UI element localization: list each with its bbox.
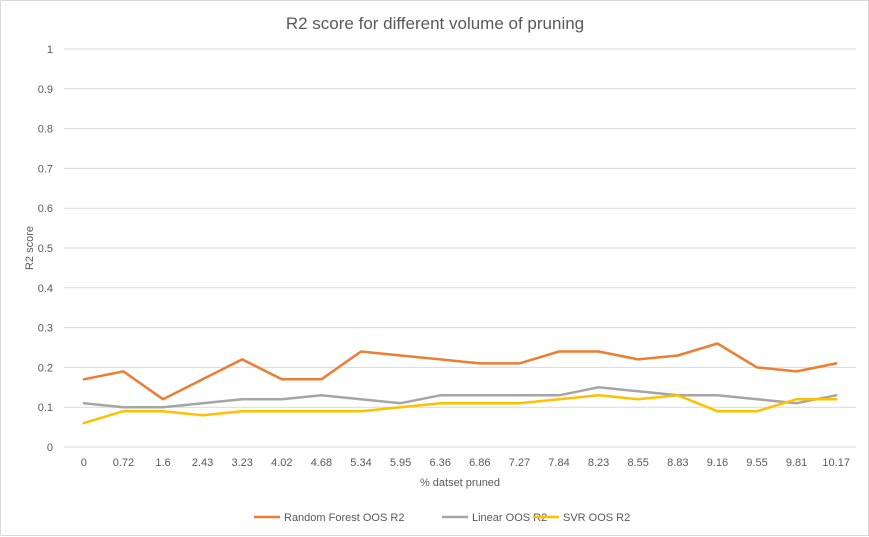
y-tick-label: 0.7 <box>38 163 53 175</box>
x-tick-label: 7.27 <box>509 457 530 469</box>
x-tick-label: 4.68 <box>311 457 332 469</box>
legend-label: SVR OOS R2 <box>563 512 630 524</box>
x-tick-label: 6.86 <box>469 457 490 469</box>
y-tick-label: 1 <box>47 44 53 56</box>
legend-label: Random Forest OOS R2 <box>284 512 404 524</box>
x-tick-label: 9.16 <box>707 457 728 469</box>
y-tick-label: 0.4 <box>38 283 53 295</box>
x-tick-label: 0 <box>81 457 87 469</box>
y-tick-label: 0.9 <box>38 84 53 96</box>
gridlines <box>64 48 856 448</box>
x-tick-label: 7.84 <box>548 457 569 469</box>
y-tick-label: 0 <box>47 442 53 454</box>
x-tick-label: 6.36 <box>429 457 450 469</box>
x-tick-label: 5.34 <box>350 457 371 469</box>
y-tick-label: 0.5 <box>38 243 53 255</box>
x-axis-title: % datset pruned <box>420 477 500 489</box>
legend: Random Forest OOS R2 Linear OOS R2 SVR OOS… <box>254 512 630 524</box>
series-line-3 <box>82 394 838 425</box>
y-tick-label: 0.1 <box>38 402 53 414</box>
series-lines <box>82 342 838 425</box>
x-tick-label: 0.72 <box>113 457 134 469</box>
x-tick-label: 3.23 <box>231 457 252 469</box>
x-tick-label: 9.55 <box>746 457 767 469</box>
x-tick-label: 9.81 <box>786 457 807 469</box>
y-tick-label: 0.6 <box>38 203 53 215</box>
y-tick-label: 0.3 <box>38 323 53 335</box>
y-axis-title: R2 score <box>24 226 36 270</box>
series-line-1 <box>82 342 838 401</box>
x-tick-label: 5.95 <box>390 457 411 469</box>
x-axis-ticks: 0 0.72 1.6 2.43 3.23 4.02 4.68 5.34 5.95 6.36 6.86… <box>81 457 850 469</box>
x-tick-label: 10.17 <box>822 457 850 469</box>
x-tick-label: 8.55 <box>627 457 648 469</box>
y-tick-label: 0.2 <box>38 362 53 374</box>
x-tick-label: 2.43 <box>192 457 213 469</box>
legend-label: Linear OOS R2 <box>472 512 547 524</box>
y-tick-label: 0.8 <box>38 124 53 136</box>
x-tick-label: 8.23 <box>588 457 609 469</box>
x-tick-label: 4.02 <box>271 457 292 469</box>
x-tick-label: 1.6 <box>155 457 170 469</box>
x-tick-label: 8.83 <box>667 457 688 469</box>
series-line-2 <box>82 386 838 409</box>
chart-title: R2 score for different volume of pruning <box>286 14 584 33</box>
y-axis-ticks: 0 0.1 0.2 0.3 0.4 0.5 0.6 0.7 0.8 0.9 1 <box>38 44 53 454</box>
